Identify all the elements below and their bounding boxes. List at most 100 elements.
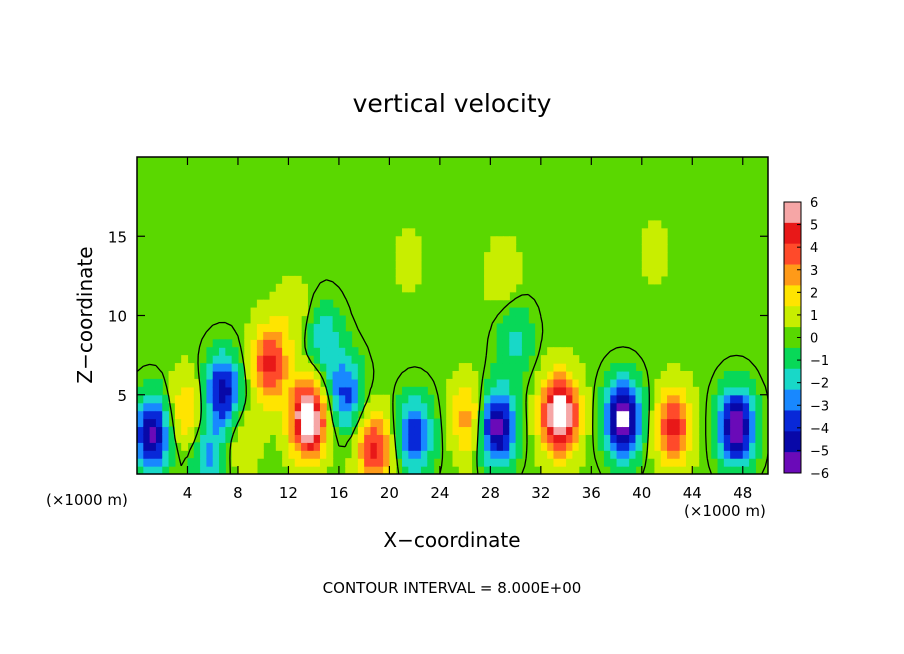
heatmap-cell <box>206 434 214 443</box>
heatmap-cell <box>294 299 302 309</box>
heatmap-cell <box>496 267 504 277</box>
heatmap-cell <box>237 458 245 467</box>
heatmap-cell <box>622 410 630 420</box>
heatmap-cell <box>496 386 504 396</box>
heatmap-cell <box>402 466 409 474</box>
heatmap-cell <box>414 386 422 396</box>
heatmap-cell <box>496 394 504 404</box>
heatmap-cell <box>465 434 473 443</box>
heatmap-cell <box>408 283 416 293</box>
heatmap-cell <box>250 315 258 325</box>
heatmap-cell <box>465 394 473 404</box>
heatmap-cell <box>610 434 618 443</box>
heatmap-cell <box>256 347 264 356</box>
heatmap-cell <box>237 402 245 412</box>
heatmap-cell <box>219 363 226 372</box>
heatmap-cell <box>515 331 523 340</box>
heatmap-cell <box>433 418 441 428</box>
heatmap-cell <box>736 410 744 420</box>
heatmap-cell <box>496 378 504 388</box>
heatmap-cell <box>717 450 725 459</box>
heatmap-cell <box>263 434 271 443</box>
heatmap-cell <box>301 466 308 474</box>
heatmap-cell <box>370 418 378 428</box>
heatmap-cell <box>667 450 674 459</box>
heatmap-cell <box>357 386 365 396</box>
heatmap-cell <box>755 434 763 443</box>
heatmap-cell <box>603 402 611 412</box>
heatmap-cell <box>383 442 390 451</box>
heatmap-cell <box>585 402 592 412</box>
heatmap-cell <box>496 418 504 428</box>
heatmap-cell <box>319 450 327 459</box>
heatmap-cell <box>155 394 163 404</box>
heatmap-cell <box>345 370 353 380</box>
heatmap-cell <box>225 378 233 388</box>
heatmap-cell <box>540 450 548 459</box>
heatmap-cell <box>212 378 220 388</box>
heatmap-cell <box>502 347 510 356</box>
heatmap-cell <box>383 394 390 404</box>
heatmap-cell <box>225 355 233 364</box>
heatmap-cell <box>395 426 403 435</box>
heatmap-cell <box>566 418 573 428</box>
heatmap-cell <box>187 434 195 443</box>
heatmap-cell <box>540 370 548 380</box>
heatmap-cell <box>484 402 491 412</box>
heatmap-cell <box>275 283 283 293</box>
heatmap-cell <box>351 466 359 474</box>
heatmap-cell <box>149 394 157 404</box>
heatmap-cell <box>395 410 403 420</box>
heatmap-cell <box>143 458 151 467</box>
heatmap-cell <box>313 442 321 451</box>
heatmap-cell <box>660 228 668 237</box>
heatmap-cell <box>332 386 340 396</box>
heatmap-cell <box>603 386 611 396</box>
heatmap-cell <box>219 378 226 388</box>
heatmap-cell <box>307 370 315 380</box>
heatmap-cell <box>307 331 315 340</box>
heatmap-cell <box>502 244 510 253</box>
heatmap-cell <box>477 442 485 451</box>
heatmap-cell <box>294 307 302 317</box>
heatmap-cell <box>174 402 182 412</box>
heatmap-cell <box>187 394 195 404</box>
heatmap-cell <box>345 426 353 435</box>
heatmap-cell <box>244 363 252 372</box>
heatmap-cell <box>206 450 214 459</box>
heatmap-cell <box>648 442 656 451</box>
heatmap-cell <box>301 307 308 317</box>
heatmap-cell <box>603 442 611 451</box>
heatmap-cell <box>174 434 182 443</box>
heatmap-cell <box>326 450 334 459</box>
heatmap-cell <box>566 355 573 364</box>
x-tick-label: 4 <box>183 484 193 502</box>
heatmap-cell <box>168 378 176 388</box>
heatmap-cell <box>200 363 208 372</box>
heatmap-cell <box>395 244 403 253</box>
colorbar-swatch <box>784 347 801 370</box>
heatmap-cell <box>357 378 365 388</box>
heatmap-cell <box>206 347 214 356</box>
heatmap-cell <box>528 394 536 404</box>
heatmap-cell <box>225 386 233 396</box>
heatmap-cell <box>168 386 176 396</box>
heatmap-cell <box>414 244 422 253</box>
heatmap-cell <box>692 458 700 467</box>
heatmap-cell <box>244 458 252 467</box>
heatmap-cell <box>149 378 157 388</box>
heatmap-cell <box>275 363 283 372</box>
heatmap-cell <box>275 410 283 420</box>
heatmap-cell <box>357 394 365 404</box>
heatmap-cell <box>685 466 693 474</box>
heatmap-cell <box>313 355 321 364</box>
heatmap-cell <box>307 434 315 443</box>
heatmap-cell <box>402 386 409 396</box>
heatmap-cell <box>490 291 498 301</box>
heatmap-cell <box>496 442 504 451</box>
heatmap-cell <box>376 418 384 428</box>
heatmap-cell <box>288 378 296 388</box>
heatmap-cell <box>307 394 315 404</box>
heatmap-cell <box>307 347 315 356</box>
heatmap-cell <box>181 418 189 428</box>
